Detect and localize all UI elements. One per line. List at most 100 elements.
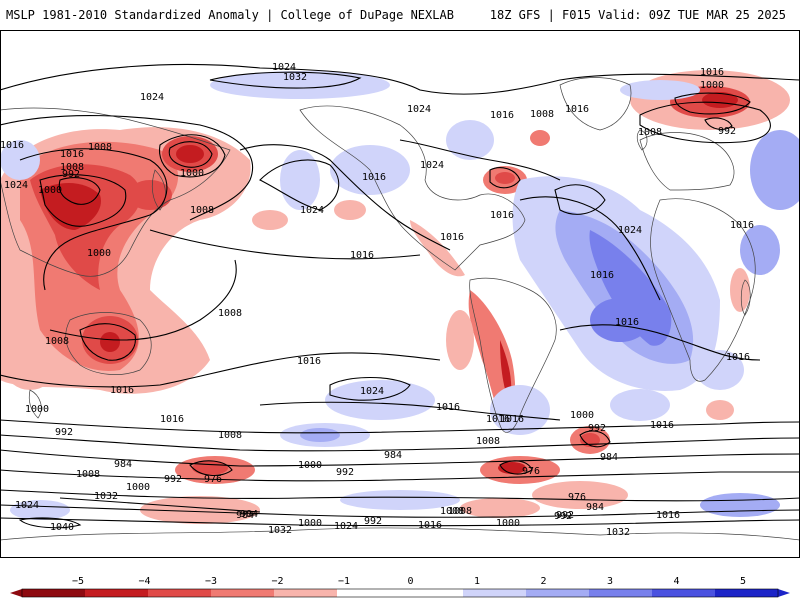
isobar-976-south-atl [499,460,533,475]
colorbar-tick-label: −4 [138,576,150,587]
anomaly-neg-australia-core [100,332,120,352]
isobar-label: 976 [522,466,540,477]
anomaly-pos-south-america [490,385,550,435]
anomaly-neg-scandinavia-deep [702,92,738,108]
isobar-label: 1016 [590,270,614,281]
colorbar-tick-labels: −5 −4 −3 −2 −1 0 1 2 3 4 5 [72,576,746,587]
isobar-label: 992 [364,516,382,527]
model-run-info: 18Z GFS | F015 Valid: 09Z TUE MAR 25 202… [489,8,786,22]
isobar-label: 1008 [476,436,500,447]
colorbar-segment [22,589,86,597]
isobar-1040-antarctic [18,517,82,529]
anomaly-neg-mexico [410,220,465,277]
colorbar-tick-label: −5 [72,576,84,587]
anomaly-neg-south-indian-core [580,433,600,447]
isobar-label: 1016 [0,140,24,151]
colorbar-max-arrow [778,589,790,597]
isobar-1000-asia [39,174,127,227]
colorbar-segment [526,589,590,597]
isobar-1000-antarctic [0,489,800,502]
coastline-uk [636,129,648,151]
coastline-africa [650,198,756,382]
isobar-1016-south-atl [559,324,761,361]
anomaly-pos-atlantic-deep [589,230,672,346]
colorbar-segment [715,589,779,597]
isobar-label: 1016 [565,104,589,115]
isobar-1024-antarctic [0,517,800,527]
isobar-1032-antarctic [59,497,261,513]
isobar-1032-arctic [209,71,362,89]
colorbar-segments [10,588,790,598]
colorbar-legend: −5 −4 −3 −2 −1 0 1 2 3 4 5 [0,560,800,600]
isobar-label: 1000 [570,410,594,421]
isobar-label: 992 [62,169,80,180]
anomaly-neg-central-pacific [252,210,288,230]
colorbar-tick-label: −3 [205,576,217,587]
isobar-label: 1016 [160,414,184,425]
colorbar-tick-label: 1 [474,576,480,587]
isobar-label: 976 [568,492,586,503]
anomaly-pos-arctic [210,71,390,99]
isobar-992-south-ind [579,430,611,448]
anomaly-pos-india [740,225,780,275]
isobar-label: 1000 [126,482,150,493]
isobar-label: 984 [236,510,254,521]
isobar-label: 1008 [440,506,464,517]
isobar-label: 1032 [94,491,118,502]
anomaly-pos-south-pacific [325,380,435,420]
isobar-1016-central-pac [149,229,421,260]
isobar-label: 1024 [334,521,358,532]
isobar-label: 1016 [490,210,514,221]
anomaly-pos-east-us [446,120,494,160]
isobar-label: 1016 [726,352,750,363]
isobar-label: 1000 [180,168,204,179]
coastline-japan [151,169,166,211]
isobar-992-south [0,449,800,467]
isobar-label: 1016 [350,250,374,261]
isobar-label: 1024 [15,500,39,511]
isobar-label: 1024 [4,180,28,191]
isobar-1024-south-pac [329,376,411,401]
isobar-label: 1024 [420,160,444,171]
isobar-label: 1032 [268,525,292,536]
isobar-1024-arctic [0,63,800,95]
isobar-1008-south-pac [49,259,237,341]
coastline-madagascar [740,279,751,316]
isobar-1016-south-pac-2 [259,401,561,421]
anomaly-pos-siberia [750,130,800,210]
isobar-label: 984 [240,509,258,520]
isobar-label: 1008 [76,469,100,480]
isobar-label: 1016 [418,520,442,531]
isobar-1000-scandinavia [674,92,751,115]
colorbar-segment [274,589,338,597]
chart-header: MSLP 1981-2010 Standardized Anomaly | Co… [0,0,800,30]
anomaly-neg-antarctic-3 [706,400,734,420]
isobar-label: 984 [384,450,402,461]
isobar-label: 1024 [140,92,164,103]
isobar-label: 1024 [618,225,642,236]
anomaly-neg-west-pac-south [6,350,54,390]
isobars [0,63,800,529]
colorbar-tick-label: 4 [673,576,679,587]
isobar-1016-tropical [0,352,441,388]
anomaly-neg-madagascar [730,268,750,312]
isobar-label: 1016 [700,67,724,78]
anomaly-pos-antarctic-w [10,500,70,520]
anomaly-neg-south-pacific [446,310,474,370]
anomaly-map[interactable]: 1024 1032 1024 1024 1016 1008 1016 1024 … [0,30,800,558]
isobar-label: 992 [556,510,574,521]
coastline-asia [0,107,231,277]
anomaly-pos-antarctic-pac [340,490,460,510]
isobar-label: 1016 [615,317,639,328]
isobar-label: 1000 [496,518,520,529]
isobar-1016-north-asia [0,114,254,221]
colorbar-tick-label: −1 [338,576,350,587]
anomaly-neg-central-pacific-2 [334,200,366,220]
colorbar-segment [337,589,401,597]
isobar-label: 984 [600,452,618,463]
anomaly-pos-antarctic-ind [700,493,780,517]
isobar-1024-pacific [259,159,340,211]
isobar-label: 1032 [606,527,630,538]
colorbar-tick-label: 0 [407,576,413,587]
isobar-label: 1000 [298,460,322,471]
